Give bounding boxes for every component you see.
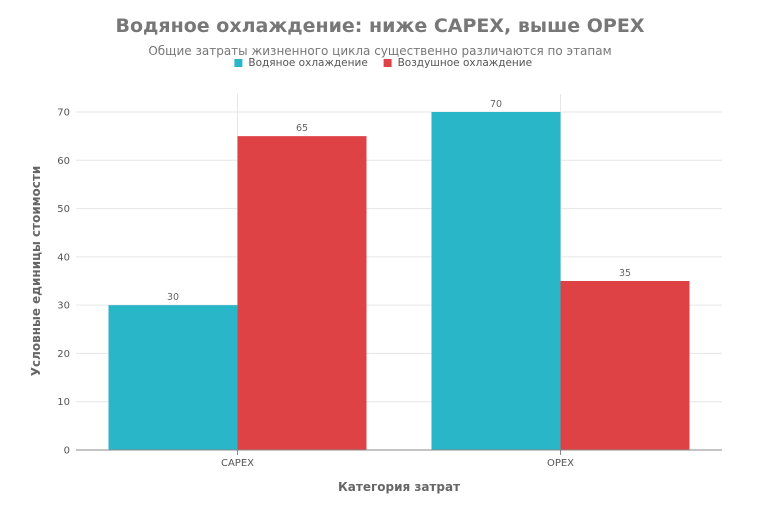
legend-swatch <box>383 59 392 67</box>
y-axis: 0 10 20 30 40 50 60 70 <box>57 108 70 457</box>
chart-title: Водяное охлаждение: ниже CAPEX, выше OPE… <box>116 15 645 37</box>
legend-label: Воздушное охлаждение <box>398 57 532 69</box>
legend-swatch <box>234 59 243 67</box>
bar <box>108 305 238 450</box>
bars <box>108 112 690 450</box>
y-tick-label: 0 <box>64 446 70 457</box>
x-axis-title: Категория затрат <box>338 480 460 494</box>
bar <box>237 136 367 450</box>
data-label: 35 <box>619 268 631 279</box>
y-tick-label: 60 <box>57 156 70 167</box>
bar <box>560 281 690 450</box>
legend: Водяное охлаждение Воздушное охлаждение <box>234 57 532 69</box>
data-label: 30 <box>167 292 179 303</box>
y-tick-label: 70 <box>57 108 70 119</box>
bar <box>431 112 561 450</box>
y-tick-label: 20 <box>57 349 70 360</box>
y-tick-label: 50 <box>57 204 70 215</box>
data-label: 65 <box>296 123 308 134</box>
y-axis-title: Условные единицы стоимости <box>29 166 43 377</box>
chart-subtitle: Общие затраты жизненного цикла существен… <box>148 44 611 58</box>
y-tick-label: 40 <box>57 252 70 263</box>
legend-label: Водяное охлаждение <box>248 57 367 69</box>
data-labels: 30 65 70 35 <box>167 99 631 303</box>
data-label: 70 <box>490 99 502 110</box>
y-tick-label: 10 <box>57 397 70 408</box>
x-tick-label: CAPEX <box>221 458 254 469</box>
x-axis: CAPEX OPEX <box>76 449 722 469</box>
y-tick-label: 30 <box>57 301 70 312</box>
x-tick-label: OPEX <box>547 458 574 469</box>
